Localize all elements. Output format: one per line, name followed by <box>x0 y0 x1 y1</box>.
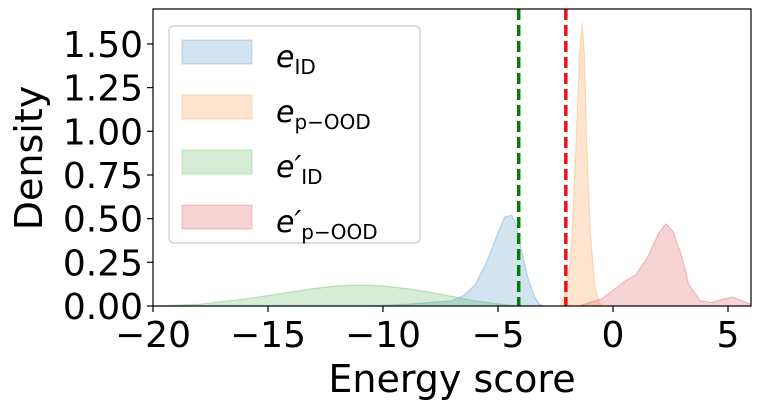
x-tick-label: −10 <box>345 315 421 356</box>
legend-label-2: ep−OOD <box>276 95 371 134</box>
x-axis-label: Energy score <box>328 357 575 401</box>
legend: eID ep−OOD e′ID e′p−OOD <box>168 25 421 244</box>
x-tick-label: −5 <box>471 315 524 356</box>
density-area-2 <box>559 22 603 306</box>
legend-swatch-3 <box>181 149 253 175</box>
y-tick-label: 1.25 <box>63 69 143 110</box>
x-tick-label: −15 <box>230 315 306 356</box>
x-tick-label: 5 <box>717 315 740 356</box>
y-tick-label: 0.75 <box>63 156 143 197</box>
density-area-4 <box>578 222 751 306</box>
plot-frame <box>152 8 752 307</box>
legend-label-3: e′ID <box>276 150 323 189</box>
density-area-3 <box>153 284 522 306</box>
y-axis-label: Density <box>7 86 51 230</box>
y-tick-label: 1.50 <box>63 25 143 66</box>
y-tick-label: 0.50 <box>63 200 143 241</box>
density-area-1 <box>153 214 545 306</box>
y-tick-label: 0.25 <box>63 243 143 284</box>
legend-label-1: eID <box>276 40 316 79</box>
x-tick-label: 0 <box>602 315 625 356</box>
legend-label-4: e′p−OOD <box>276 205 378 244</box>
legend-box <box>168 25 421 244</box>
x-tick-label: −20 <box>115 315 191 356</box>
axes: −20 −15 −10 −5 0 5 0.000.250.500.751.001.251.5… <box>63 8 752 356</box>
legend-swatch-2 <box>181 94 253 120</box>
plot-area <box>153 9 751 306</box>
y-tick-label: 1.00 <box>63 112 143 153</box>
legend-swatch-4 <box>181 204 253 230</box>
y-tick-label: 0.00 <box>63 287 143 328</box>
legend-swatch-1 <box>181 39 253 65</box>
